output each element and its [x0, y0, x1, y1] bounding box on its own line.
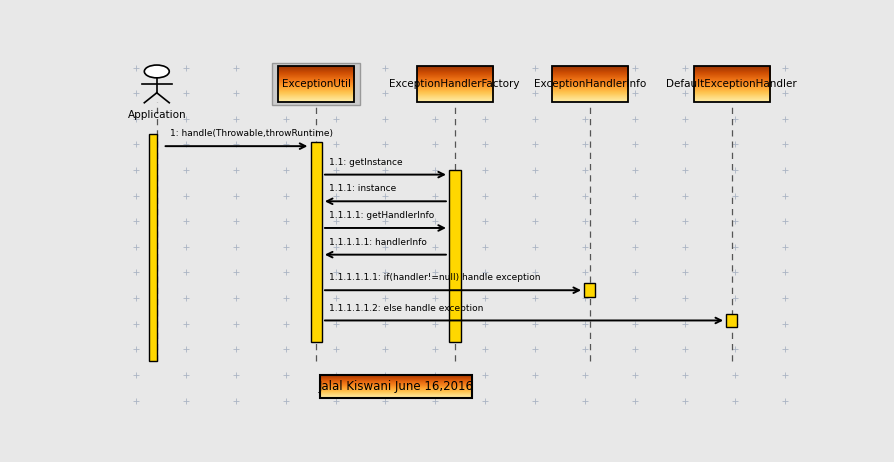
Text: 1.1: getInstance: 1.1: getInstance [329, 158, 402, 167]
Bar [585, 284, 595, 297]
Text: 1.1.1.1.1.2: else handle exception: 1.1.1.1.1.2: else handle exception [329, 304, 484, 313]
Text: 1.1.1.1: getHandlerInfo: 1.1.1.1: getHandlerInfo [329, 211, 434, 220]
FancyBboxPatch shape [273, 63, 359, 104]
Bar [310, 142, 323, 342]
Text: ExceptionHandlerFactory: ExceptionHandlerFactory [390, 79, 520, 89]
Bar [149, 134, 157, 361]
Text: Jalal Kiswani June 16,2016: Jalal Kiswani June 16,2016 [318, 380, 473, 393]
Text: 1.1.1.1.1: handlerInfo: 1.1.1.1.1: handlerInfo [329, 238, 426, 247]
Circle shape [144, 65, 169, 78]
Bar [449, 170, 461, 342]
Text: ExceptionHandlerInfo: ExceptionHandlerInfo [534, 79, 646, 89]
Text: 1.1.1.1.1.1: if(handler!=null) handle exception: 1.1.1.1.1.1: if(handler!=null) handle ex… [329, 274, 541, 282]
Text: 1: handle(Throwable,throwRuntime): 1: handle(Throwable,throwRuntime) [170, 129, 333, 138]
Text: Application: Application [128, 109, 186, 120]
Text: ExceptionUtil: ExceptionUtil [282, 79, 350, 89]
Bar [726, 314, 738, 327]
Text: DefaultExceptionHandler: DefaultExceptionHandler [666, 79, 797, 89]
Text: 1.1.1: instance: 1.1.1: instance [329, 184, 396, 194]
